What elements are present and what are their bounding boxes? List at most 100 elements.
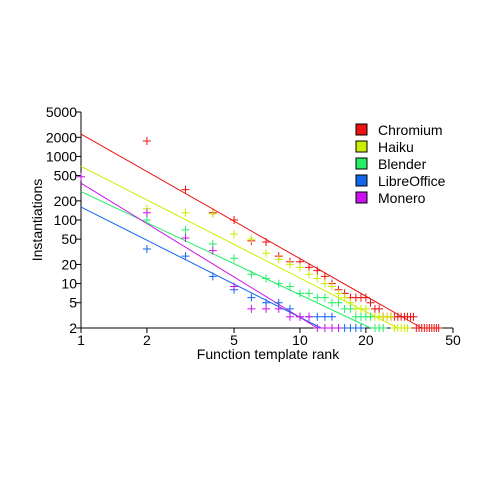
data-point xyxy=(262,238,271,247)
data-point xyxy=(247,235,256,244)
legend-label-libreoffice: LibreOffice xyxy=(378,173,446,189)
data-point xyxy=(142,216,151,224)
legend-swatch-chromium xyxy=(355,123,368,136)
data-point xyxy=(320,324,329,332)
fit-line-chromium xyxy=(80,133,423,329)
data-point xyxy=(285,260,294,269)
data-point xyxy=(305,270,314,279)
legend-swatch-monero xyxy=(355,191,368,204)
data-points xyxy=(77,136,443,332)
data-point xyxy=(274,279,283,288)
data-point xyxy=(181,208,190,217)
series-monero xyxy=(77,172,343,332)
data-point xyxy=(313,312,322,321)
data-point xyxy=(262,249,271,258)
data-point xyxy=(320,272,329,281)
data-point xyxy=(334,324,343,332)
y-tick-label: 5 xyxy=(69,295,77,311)
y-tick-label: 500 xyxy=(54,168,78,184)
data-point xyxy=(305,263,314,272)
data-point xyxy=(208,246,217,255)
y-tick-label: 2000 xyxy=(46,129,77,145)
data-point xyxy=(181,185,190,194)
y-tick-label: 1000 xyxy=(46,148,77,164)
x-tick-label: 5 xyxy=(230,332,238,348)
data-point xyxy=(230,216,239,224)
data-point xyxy=(285,282,294,291)
y-tick-label: 2 xyxy=(69,320,77,336)
data-point xyxy=(366,298,375,307)
data-point xyxy=(208,209,217,218)
data-point xyxy=(142,244,151,253)
data-point xyxy=(366,312,375,321)
x-tick-label: 20 xyxy=(358,332,374,348)
fit-line-libreoffice xyxy=(80,206,322,329)
data-point xyxy=(181,252,190,261)
data-point xyxy=(327,312,336,321)
legend-label-chromium: Chromium xyxy=(378,122,443,138)
data-point xyxy=(181,234,190,243)
legend-swatch-libreoffice xyxy=(355,174,368,187)
data-point xyxy=(434,324,443,332)
data-point xyxy=(320,279,329,288)
data-point xyxy=(320,312,329,321)
data-point xyxy=(379,324,388,332)
data-point xyxy=(334,289,343,298)
data-point xyxy=(247,304,256,313)
y-ticks: 2 5 10 20 50 100 200 500 1000 2000 5000 xyxy=(46,104,81,336)
y-axis-title: Instantiations xyxy=(29,179,45,262)
legend-label-blender: Blender xyxy=(378,156,427,172)
data-point xyxy=(77,172,85,181)
data-point xyxy=(247,293,256,302)
data-point xyxy=(403,324,412,332)
data-point xyxy=(313,324,322,332)
x-tick-label: 2 xyxy=(143,332,151,348)
legend-label-monero: Monero xyxy=(378,190,426,206)
data-point xyxy=(285,304,294,313)
fit-line-monero xyxy=(80,182,318,329)
data-point xyxy=(313,293,322,302)
y-tick-label: 10 xyxy=(61,276,77,292)
y-tick-label: 50 xyxy=(61,231,77,247)
data-point xyxy=(334,298,343,307)
data-point xyxy=(409,312,418,321)
legend-swatch-blender xyxy=(355,157,368,170)
data-point xyxy=(327,282,336,291)
series-blender xyxy=(142,216,388,332)
data-point xyxy=(274,304,283,313)
x-axis-title: Function template rank xyxy=(197,346,340,362)
data-point xyxy=(295,289,304,298)
data-point xyxy=(375,304,384,313)
x-tick-label: 1 xyxy=(77,332,85,348)
data-point xyxy=(320,293,329,302)
fit-line-blender xyxy=(80,191,371,329)
data-point xyxy=(142,208,151,217)
data-point xyxy=(142,136,151,145)
data-point xyxy=(208,272,217,281)
x-ticks: 1 2 5 10 20 50 xyxy=(77,328,461,348)
data-point xyxy=(305,289,314,298)
data-point xyxy=(313,274,322,283)
legend-label-haiku: Haiku xyxy=(378,139,414,155)
series-haiku xyxy=(142,204,412,332)
legend-swatch-haiku xyxy=(355,140,368,153)
data-point xyxy=(313,266,322,275)
data-point xyxy=(262,304,271,313)
data-point xyxy=(230,282,239,291)
data-point xyxy=(247,270,256,279)
data-point xyxy=(262,274,271,283)
y-tick-label: 5000 xyxy=(46,104,77,120)
y-tick-label: 20 xyxy=(61,256,77,272)
y-tick-label: 100 xyxy=(54,212,78,228)
data-point xyxy=(230,230,239,239)
data-point xyxy=(356,324,365,332)
data-point xyxy=(285,312,294,321)
data-point xyxy=(346,304,355,313)
data-point xyxy=(361,304,370,313)
x-tick-label: 10 xyxy=(292,332,308,348)
data-point xyxy=(274,255,283,264)
data-point xyxy=(181,225,190,234)
